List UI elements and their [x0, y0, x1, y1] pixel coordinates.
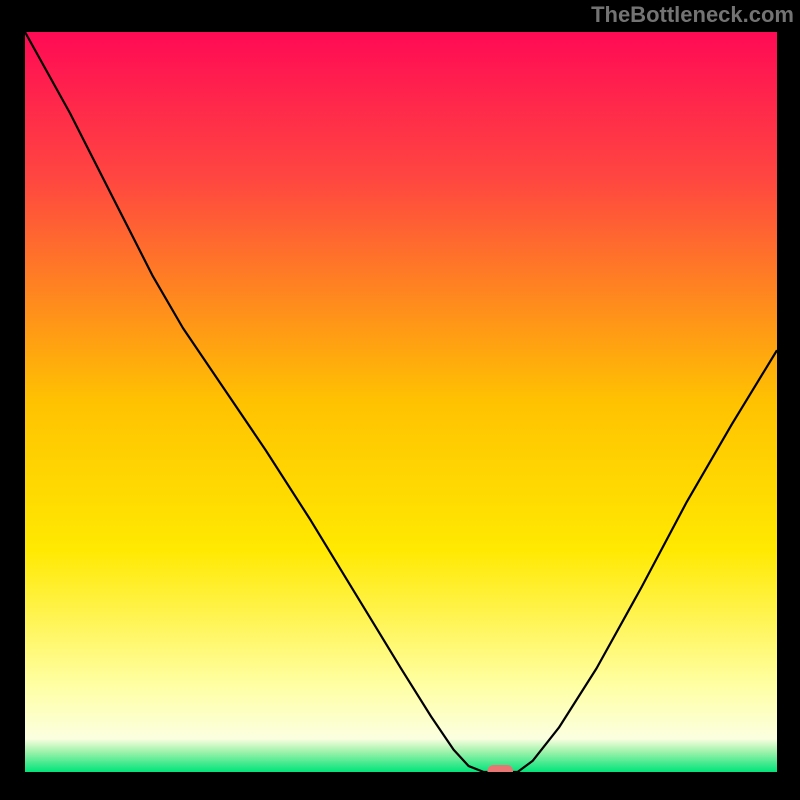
plot-area [25, 32, 777, 772]
watermark-text: TheBottleneck.com [591, 2, 794, 28]
chart-frame: TheBottleneck.com [0, 0, 800, 800]
optimal-marker [487, 765, 513, 772]
gradient-background [25, 32, 777, 772]
plot-svg [25, 32, 777, 772]
